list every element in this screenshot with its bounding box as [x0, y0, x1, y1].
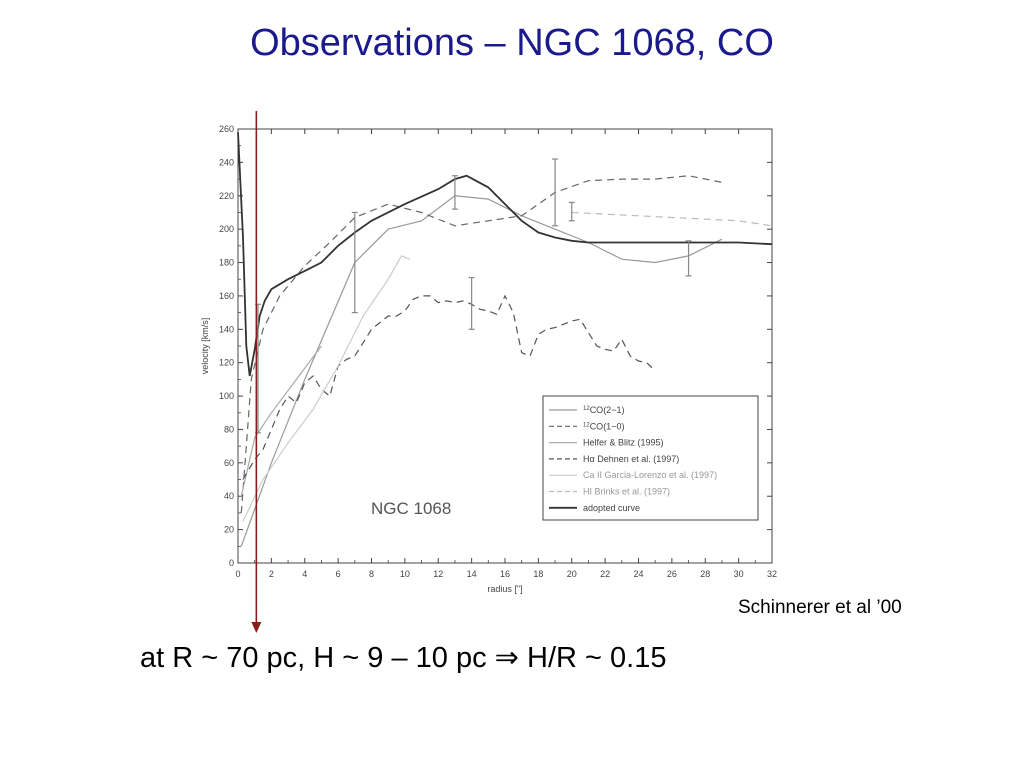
y-tick-label: 120: [219, 358, 234, 368]
legend-label-superscript: 12: [583, 406, 590, 412]
legend-label: 12CO(2−1): [583, 405, 624, 415]
y-tick-label: 180: [219, 258, 234, 268]
statement-prefix: at R ~ 70 pc, H ~ 9 – 10 pc: [140, 642, 495, 674]
y-tick-label: 40: [224, 491, 234, 501]
legend-label-superscript: 12: [583, 422, 590, 428]
y-tick-label: 80: [224, 424, 234, 434]
galaxy-annotation: NGC 1068: [371, 499, 451, 518]
x-tick-label: 16: [500, 569, 510, 579]
series-line: [242, 294, 656, 480]
chart-legend: 12CO(2−1)12CO(1−0)Helfer & Blitz (1995)H…: [542, 395, 759, 521]
scale-height-statement: at R ~ 70 pc, H ~ 9 – 10 pc ⇒ H/R ~ 0.15: [140, 640, 666, 675]
slide-title: Observations – NGC 1068, CO: [250, 22, 774, 64]
y-axis-label: velocity [km/s]: [200, 318, 210, 375]
y-tick-label: 140: [219, 324, 234, 334]
x-tick-label: 14: [467, 569, 477, 579]
x-tick-label: 12: [433, 569, 443, 579]
implies-arrow-icon: ⇒: [494, 642, 519, 674]
x-tick-label: 8: [369, 569, 374, 579]
series-line: [240, 195, 723, 547]
series-line: [240, 345, 322, 497]
legend-box: [542, 395, 759, 521]
legend-label: Helfer & Blitz (1995): [583, 438, 664, 448]
x-tick-label: 20: [567, 569, 577, 579]
x-axis-label: radius ["]: [487, 584, 522, 594]
x-tick-label: 24: [633, 569, 643, 579]
x-tick-label: 28: [700, 569, 710, 579]
x-tick-label: 4: [302, 569, 307, 579]
y-tick-label: 20: [224, 525, 234, 535]
chart-error-bars: [255, 158, 692, 434]
legend-label: 12CO(1−0): [583, 421, 624, 431]
radius-marker-arrowhead: [251, 622, 262, 633]
series-line: [240, 175, 723, 513]
x-tick-label: 32: [767, 569, 777, 579]
x-tick-label: 10: [400, 569, 410, 579]
y-tick-label: 200: [219, 224, 234, 234]
chart-series: [237, 132, 773, 547]
radius-marker: [251, 111, 262, 633]
legend-label: Hα Dehnen et al. (1997): [583, 454, 679, 464]
citation-credit: Schinnerer et al ’00: [738, 597, 902, 618]
y-tick-label: 220: [219, 191, 234, 201]
y-tick-label: 100: [219, 391, 234, 401]
legend-label: HI Brinks et al. (1997): [583, 487, 670, 497]
chart-labels: radius ["] velocity [km/s] NGC 1068: [200, 318, 523, 594]
x-tick-label: 22: [600, 569, 610, 579]
x-tick-label: 2: [269, 569, 274, 579]
series-line: [571, 211, 773, 227]
y-tick-label: 240: [219, 157, 234, 167]
y-tick-label: 160: [219, 291, 234, 301]
series-line: [242, 255, 411, 522]
x-tick-label: 6: [336, 569, 341, 579]
legend-label-text: CO(1−0): [590, 421, 625, 431]
x-tick-label: 18: [533, 569, 543, 579]
statement-suffix: H/R ~ 0.15: [518, 642, 667, 674]
legend-label: Ca II Garcia-Lorenzo et al. (1997): [583, 470, 717, 480]
chart-axes: 0 2 4 6 8 10 12 14 16 18 20 22 24 26 28 30 3202040608010…: [219, 124, 777, 579]
x-tick-label: 0: [235, 569, 240, 579]
legend-label: adopted curve: [583, 503, 640, 513]
y-tick-label: 260: [219, 124, 234, 134]
x-tick-label: 26: [667, 569, 677, 579]
y-tick-label: 0: [229, 558, 234, 568]
x-tick-label: 30: [734, 569, 744, 579]
y-tick-label: 60: [224, 458, 234, 468]
legend-label-text: CO(2−1): [590, 405, 625, 415]
